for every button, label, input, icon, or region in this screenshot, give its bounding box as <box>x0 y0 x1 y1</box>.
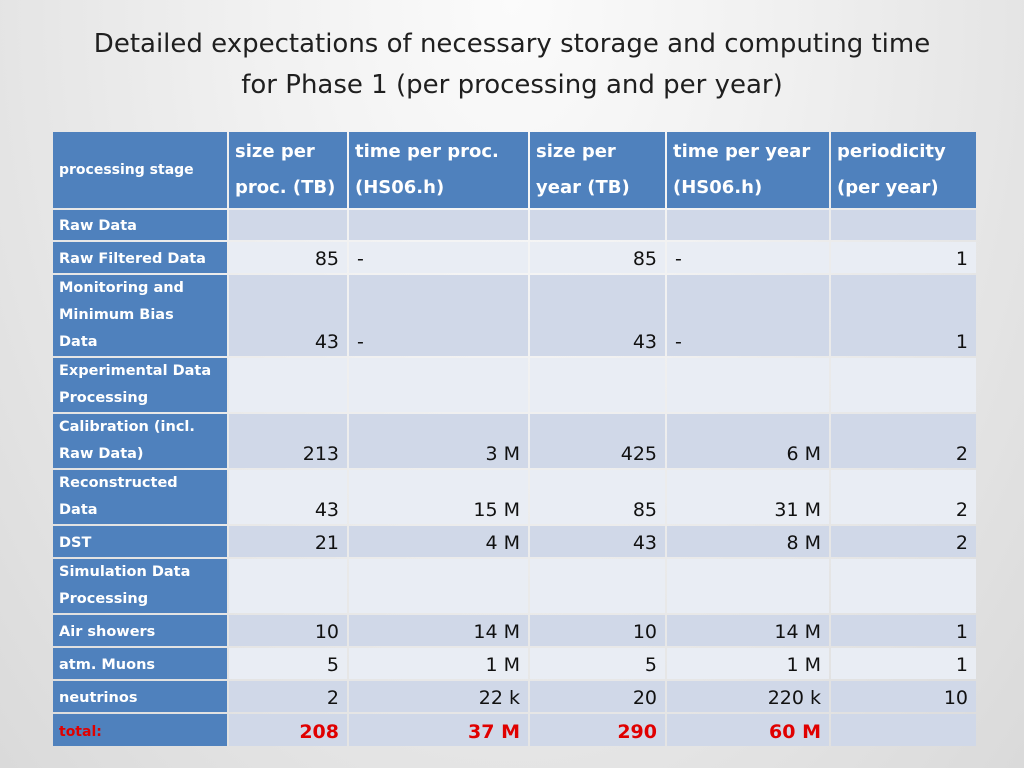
row-stage-label: Experimental Data Processing <box>53 358 227 412</box>
table-body: Raw Data Raw Filtered Data 85-85-1 Monitori… <box>53 210 976 746</box>
cell-size-per-year <box>530 559 665 613</box>
header-time-per-year: time per year (HS06.h) <box>667 132 829 208</box>
row-stage-label: Air showers <box>53 615 227 646</box>
total-cell-size-per-proc: 208 <box>229 714 347 746</box>
table-row: Raw Data <box>53 210 976 240</box>
cell-size-per-proc: 10 <box>229 615 347 646</box>
cell-size-per-year: 43 <box>530 275 665 356</box>
cell-size-per-year: 10 <box>530 615 665 646</box>
table-row-total: total: 208 37 M 290 60 M <box>53 714 976 746</box>
cell-time-per-proc: 22 k <box>349 681 528 712</box>
total-cell-time-per-proc: 37 M <box>349 714 528 746</box>
cell-size-per-proc: 213 <box>229 414 347 468</box>
slide-title-line-2: for Phase 1 (per processing and per year… <box>241 70 783 100</box>
cell-size-per-year <box>530 358 665 412</box>
cell-time-per-proc <box>349 210 528 240</box>
cell-time-per-proc: 3 M <box>349 414 528 468</box>
cell-time-per-proc: 15 M <box>349 470 528 524</box>
cell-size-per-proc: 5 <box>229 648 347 679</box>
cell-size-per-proc <box>229 559 347 613</box>
cell-time-per-proc: - <box>349 242 528 273</box>
cell-time-per-proc <box>349 559 528 613</box>
total-cell-size-per-year: 290 <box>530 714 665 746</box>
cell-periodicity: 2 <box>831 470 976 524</box>
cell-time-per-proc: - <box>349 275 528 356</box>
cell-time-per-proc: 14 M <box>349 615 528 646</box>
cell-time-per-year: 31 M <box>667 470 829 524</box>
row-stage-label: Monitoring and Minimum Bias Data <box>53 275 227 356</box>
row-stage-label: Raw Data <box>53 210 227 240</box>
header-size-per-year: size per year (TB) <box>530 132 665 208</box>
cell-size-per-year: 43 <box>530 526 665 557</box>
expectations-table: processing stage size per proc. (TB) time… <box>51 130 978 748</box>
cell-periodicity: 10 <box>831 681 976 712</box>
cell-size-per-proc <box>229 210 347 240</box>
cell-periodicity: 1 <box>831 275 976 356</box>
cell-time-per-year: - <box>667 242 829 273</box>
cell-size-per-year: 85 <box>530 470 665 524</box>
header-size-per-proc: size per proc. (TB) <box>229 132 347 208</box>
cell-time-per-year: 220 k <box>667 681 829 712</box>
header-time-per-proc: time per proc. (HS06.h) <box>349 132 528 208</box>
cell-periodicity <box>831 358 976 412</box>
header-processing-stage: processing stage <box>53 132 227 208</box>
cell-time-per-year: - <box>667 275 829 356</box>
total-cell-periodicity <box>831 714 976 746</box>
cell-periodicity: 1 <box>831 615 976 646</box>
cell-time-per-year <box>667 559 829 613</box>
cell-time-per-year: 8 M <box>667 526 829 557</box>
cell-time-per-proc: 1 M <box>349 648 528 679</box>
row-stage-label: Simulation Data Processing <box>53 559 227 613</box>
cell-size-per-proc: 21 <box>229 526 347 557</box>
cell-time-per-proc: 4 M <box>349 526 528 557</box>
table-header-row: processing stage size per proc. (TB) time… <box>53 132 976 208</box>
table-row: Experimental Data Processing <box>53 358 976 412</box>
table-row: Raw Filtered Data 85-85-1 <box>53 242 976 273</box>
cell-periodicity: 2 <box>831 414 976 468</box>
table-row: neutrinos 2 22 k 20 220 k 10 <box>53 681 976 712</box>
row-stage-label: Calibration (incl. Raw Data) <box>53 414 227 468</box>
cell-size-per-proc: 43 <box>229 470 347 524</box>
cell-periodicity: 2 <box>831 526 976 557</box>
cell-time-per-proc <box>349 358 528 412</box>
row-stage-label: Raw Filtered Data <box>53 242 227 273</box>
cell-time-per-year: 1 M <box>667 648 829 679</box>
cell-size-per-proc <box>229 358 347 412</box>
row-stage-label: atm. Muons <box>53 648 227 679</box>
total-cell-time-per-year: 60 M <box>667 714 829 746</box>
cell-time-per-year <box>667 210 829 240</box>
cell-size-per-year <box>530 210 665 240</box>
cell-time-per-year <box>667 358 829 412</box>
cell-time-per-year: 14 M <box>667 615 829 646</box>
total-label: total: <box>53 714 227 746</box>
table-row: Simulation Data Processing <box>53 559 976 613</box>
row-stage-label: neutrinos <box>53 681 227 712</box>
slide-title: Detailed expectations of necessary stora… <box>0 24 1024 106</box>
cell-size-per-year: 85 <box>530 242 665 273</box>
table-row: Monitoring and Minimum Bias Data 43-43-1 <box>53 275 976 356</box>
row-stage-label: Reconstructed Data <box>53 470 227 524</box>
cell-periodicity <box>831 210 976 240</box>
cell-size-per-year: 5 <box>530 648 665 679</box>
cell-time-per-year: 6 M <box>667 414 829 468</box>
header-periodicity: periodicity (per year) <box>831 132 976 208</box>
cell-size-per-proc: 85 <box>229 242 347 273</box>
cell-size-per-proc: 43 <box>229 275 347 356</box>
row-stage-label: DST <box>53 526 227 557</box>
cell-periodicity: 1 <box>831 648 976 679</box>
cell-periodicity <box>831 559 976 613</box>
cell-periodicity: 1 <box>831 242 976 273</box>
cell-size-per-year: 20 <box>530 681 665 712</box>
cell-size-per-proc: 2 <box>229 681 347 712</box>
slide-title-line-1: Detailed expectations of necessary stora… <box>93 29 931 59</box>
cell-size-per-year: 425 <box>530 414 665 468</box>
